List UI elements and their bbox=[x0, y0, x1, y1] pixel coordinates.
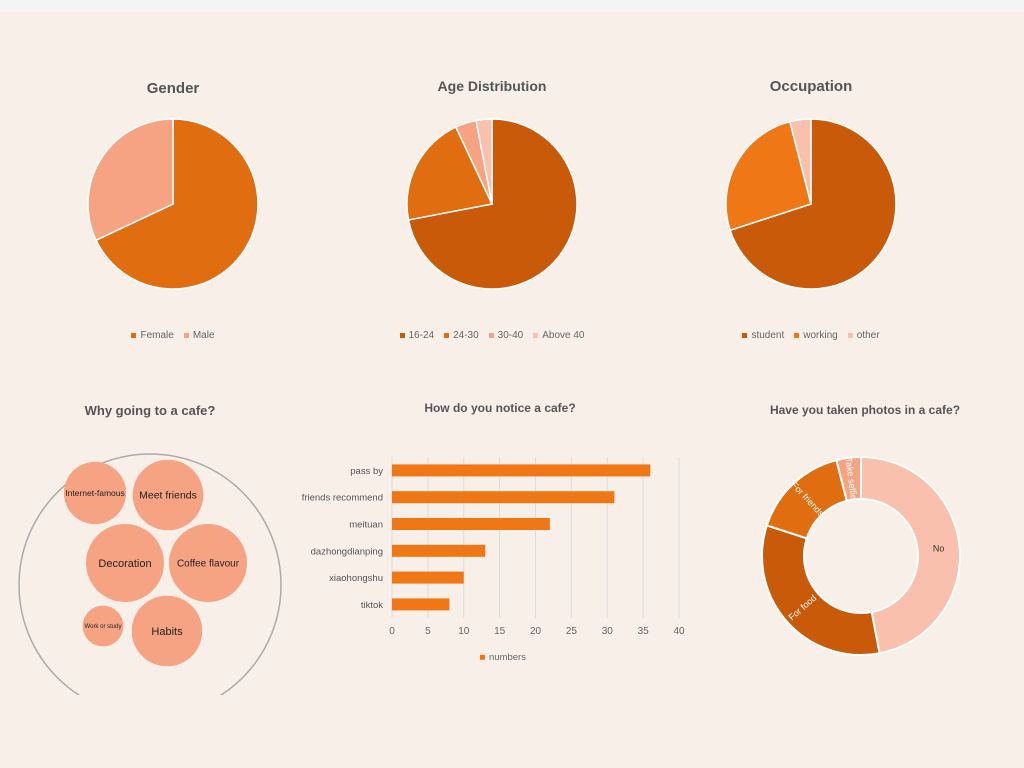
legend-item-30-40: 30-40 bbox=[488, 330, 524, 341]
pie-slice-24-30 bbox=[406, 126, 494, 221]
legend-item-male: Male bbox=[183, 330, 215, 341]
age-pie bbox=[406, 118, 578, 290]
x-tick-label: 30 bbox=[602, 626, 614, 637]
legend-swatch bbox=[131, 333, 137, 338]
donut-slice-no bbox=[860, 455, 961, 655]
legend-label: 16-24 bbox=[408, 330, 435, 341]
legend-item-above-40: Above 40 bbox=[533, 330, 585, 341]
legend-label: 30-40 bbox=[497, 330, 524, 341]
pie-slice-other bbox=[788, 118, 812, 205]
bar-chart: 0 5 10 15 20 25 30 35 40 pass by friends recommend… bbox=[302, 457, 685, 663]
category-label: friends recommend bbox=[302, 493, 383, 504]
chart-title: Gender bbox=[146, 80, 200, 97]
legend-label: 24-30 bbox=[453, 330, 479, 341]
legend-swatch bbox=[742, 333, 748, 338]
pie-slice-male bbox=[87, 118, 174, 242]
bubble-label-internet-famous: Internet-famous bbox=[65, 488, 125, 498]
bubble-work-or-study bbox=[82, 605, 124, 647]
chart-title: How do you notice a cafe? bbox=[424, 401, 576, 415]
donut-label-no: No bbox=[933, 544, 945, 554]
bar-meituan bbox=[392, 518, 550, 530]
why-cafe-chart: Why going to a cafe? Internet-famous Meet… bbox=[10, 395, 290, 695]
bubble-internet-famous bbox=[63, 461, 127, 525]
occupation-pie bbox=[725, 118, 897, 290]
bubble-label-habits: Habits bbox=[151, 626, 183, 638]
category-label: meituan bbox=[349, 520, 383, 531]
legend-label: student bbox=[751, 330, 785, 341]
bubble-coffee-flavour bbox=[169, 524, 247, 602]
legend-item-16-24: 16-24 bbox=[399, 330, 435, 341]
chart-title: Have you taken photos in a cafe? bbox=[769, 403, 961, 417]
x-tick-label: 10 bbox=[458, 626, 470, 637]
x-tick-label: 25 bbox=[566, 626, 578, 637]
donut-slice-for-food bbox=[761, 524, 881, 656]
legend-swatch bbox=[794, 333, 800, 338]
legend-swatch bbox=[183, 333, 189, 338]
legend: student working other bbox=[711, 330, 911, 341]
category-label: dazhongdianping bbox=[311, 546, 383, 557]
x-tick-label: 5 bbox=[425, 626, 431, 637]
bar-pass-by bbox=[392, 464, 651, 477]
legend-label: Above 40 bbox=[542, 330, 585, 341]
chart-title: Occupation bbox=[769, 78, 853, 95]
legend-swatch bbox=[847, 333, 853, 338]
legend-item-24-30: 24-30 bbox=[444, 330, 479, 341]
category-label: xiaohongshu bbox=[329, 573, 383, 584]
legend-swatch bbox=[480, 654, 485, 660]
chart-title: Why going to a cafe? bbox=[84, 403, 216, 418]
bubble-habits bbox=[131, 595, 203, 667]
x-tick-label: 35 bbox=[638, 626, 650, 637]
pie-slice-female bbox=[95, 118, 259, 290]
occupation-chart: Occupation student working other bbox=[711, 72, 911, 352]
pie-slice-student bbox=[729, 118, 897, 290]
bubble-decoration bbox=[86, 524, 164, 602]
legend-label: other bbox=[856, 330, 880, 341]
bubble-meet-friends bbox=[132, 459, 204, 531]
bubble-chart: Internet-famous Meet friends Decoration Cof… bbox=[18, 453, 282, 695]
legend-label: working bbox=[803, 330, 838, 341]
legend-label: Female bbox=[140, 330, 174, 341]
legend-item-working: working bbox=[794, 330, 838, 341]
legend-item-female: Female bbox=[131, 330, 174, 341]
legend-swatch bbox=[533, 333, 539, 338]
bubble-label-meet-friends: Meet friends bbox=[139, 490, 197, 502]
donut-slice-take-selfie bbox=[835, 455, 862, 503]
chart-title: Age Distribution bbox=[437, 78, 547, 94]
age-distribution-chart: Age Distribution 16-24 24-30 30-40 Above 40 bbox=[392, 72, 592, 352]
legend-label: Male bbox=[192, 330, 215, 341]
gender-chart: Gender Female Male bbox=[73, 72, 273, 352]
bubble-label-work-or-study: Work or study bbox=[85, 624, 122, 630]
top-band bbox=[0, 0, 1024, 12]
notice-cafe-chart: How do you notice a cafe? 0 5 10 15 20 25 30 35… bbox=[290, 395, 710, 675]
legend-swatch bbox=[399, 333, 405, 338]
category-label: tiktok bbox=[361, 600, 383, 611]
bar-dazhongdianping bbox=[392, 544, 486, 557]
x-tick-label: 40 bbox=[673, 626, 685, 637]
legend-item-other: other bbox=[847, 330, 880, 341]
outer-circle bbox=[18, 453, 282, 695]
bubble-label-coffee-flavour: Coffee flavour bbox=[177, 559, 240, 570]
x-tick-label: 0 bbox=[389, 626, 395, 637]
pie-slice-working bbox=[725, 120, 812, 232]
legend-item-student: student bbox=[742, 330, 784, 341]
legend-swatch bbox=[488, 333, 494, 338]
legend: Female Male bbox=[73, 330, 273, 341]
bubble-label-decoration: Decoration bbox=[98, 558, 151, 570]
legend-swatch bbox=[444, 333, 450, 338]
pie-slice-above-40 bbox=[475, 118, 493, 205]
legend-label: numbers bbox=[489, 652, 526, 663]
bar-friends-recommend bbox=[392, 491, 615, 504]
category-label: pass by bbox=[350, 466, 383, 477]
x-tick-label: 20 bbox=[530, 626, 542, 637]
x-tick-label: 15 bbox=[494, 626, 506, 637]
bar-tiktok bbox=[392, 598, 450, 611]
photos-cafe-chart: Have you taken photos in a cafe? No For f… bbox=[735, 395, 995, 675]
bar-xiaohongshu bbox=[392, 571, 464, 584]
legend: 16-24 24-30 30-40 Above 40 bbox=[392, 330, 592, 341]
gender-pie bbox=[87, 118, 259, 290]
